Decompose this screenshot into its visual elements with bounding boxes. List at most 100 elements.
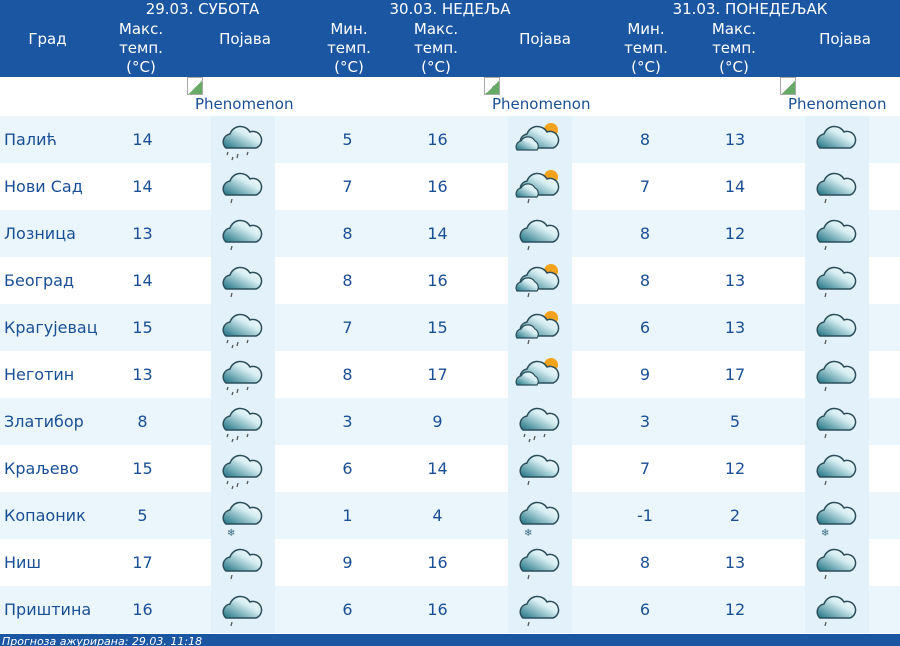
svg-text:❄: ❄: [524, 528, 532, 538]
cloud-icon: [805, 116, 869, 163]
table-row: Приштина 16 6 16 6 12: [0, 586, 900, 633]
d1max-temp: 14: [132, 177, 153, 196]
sun-cloud-drizzle-icon: [508, 257, 572, 304]
drizzle-icon: [805, 210, 869, 257]
city-name: Нови Сад: [4, 177, 83, 196]
d2min-temp: 1: [342, 506, 353, 525]
drizzle-icon: [805, 445, 869, 492]
d3-min-header: Мин. темп. (°C): [624, 20, 668, 76]
table-row: Лозница 13 8 14 8 12: [0, 210, 900, 257]
d2max-temp: 16: [427, 177, 448, 196]
table-row: Палић 14 5 16 8 13: [0, 116, 900, 163]
rain-icon: [211, 304, 275, 351]
d1-max-header: Макс. темп. (°C): [118, 20, 164, 76]
city-name: Неготин: [4, 365, 75, 384]
table-row: Неготин 13 8 17 9 17: [0, 351, 900, 398]
d1max-temp: 14: [132, 271, 153, 290]
d1max-temp: 13: [132, 224, 153, 243]
d2-phen-header: Појава: [519, 30, 571, 48]
phenomenon-image-2: Phenomenon: [484, 77, 591, 113]
table-row: Ниш 17 9 16 8 13: [0, 539, 900, 586]
d2min-temp: 8: [342, 271, 353, 290]
d2min-temp: 7: [342, 318, 353, 337]
d2-max-header: Макс. темп. (°C): [413, 20, 459, 76]
d2min-temp: 6: [342, 600, 353, 619]
d2max-temp: 9: [432, 412, 443, 431]
d2min-temp: 5: [342, 130, 353, 149]
drizzle-icon: [508, 539, 572, 586]
d3max-temp: 12: [724, 600, 746, 619]
rain-icon: [211, 445, 275, 492]
city-header: Град: [28, 30, 67, 48]
d3max-temp: 13: [724, 318, 746, 337]
d3max-temp: 14: [724, 177, 746, 196]
table-row: Београд 14 8 16 8 13: [0, 257, 900, 304]
d2max-temp: 4: [432, 506, 443, 525]
city-name: Лозница: [4, 224, 76, 243]
drizzle-icon: [805, 257, 869, 304]
d3min-temp: 6: [639, 600, 651, 619]
d3min-temp: 8: [639, 224, 651, 243]
d3min-temp: 8: [639, 271, 651, 290]
drizzle-icon: [805, 539, 869, 586]
day-1-title: 29.03. СУБОТА: [145, 0, 260, 18]
drizzle-icon: [805, 304, 869, 351]
footer-updated: Прогноза ажурирана: 29.03. 11:18: [0, 634, 900, 646]
phenomenon-alt: Phenomenon: [195, 95, 294, 113]
snow-icon: ❄: [211, 492, 275, 539]
rain-icon: [211, 116, 275, 163]
sun-cloud-icon: [508, 351, 572, 398]
d2max-temp: 16: [427, 553, 448, 572]
d2max-temp: 16: [427, 130, 448, 149]
d1max-temp: 5: [137, 506, 148, 525]
d3max-temp: 17: [724, 365, 746, 384]
d1max-temp: 15: [132, 459, 153, 478]
svg-text:❄: ❄: [227, 528, 235, 538]
table-row: Нови Сад 14 7 16 7 14: [0, 163, 900, 210]
d2min-temp: 8: [342, 365, 353, 384]
drizzle-icon: [211, 257, 275, 304]
d2min-temp: 3: [342, 412, 353, 431]
d3min-temp: 3: [639, 412, 651, 431]
d3min-temp: 8: [639, 553, 651, 572]
day-2-title: 30.03. НЕДЕЉА: [389, 0, 511, 18]
phenomenon-image-1: Phenomenon: [187, 77, 294, 113]
d3max-temp: 13: [724, 553, 746, 572]
rain-icon: [211, 351, 275, 398]
d2max-temp: 14: [427, 224, 448, 243]
drizzle-icon: [211, 163, 275, 210]
d3min-temp: 7: [639, 459, 651, 478]
table-row: Краљево 15 6 14 7 12: [0, 445, 900, 492]
d3max-temp: 2: [729, 506, 741, 525]
city-name: Копаоник: [4, 506, 86, 525]
d1max-temp: 17: [132, 553, 153, 572]
d1max-temp: 15: [132, 318, 153, 337]
d3min-temp: 7: [639, 177, 651, 196]
d2max-temp: 17: [427, 365, 448, 384]
day-3-title: 31.03. ПОНЕДЕЉАК: [672, 0, 828, 18]
snow-icon: ❄: [805, 492, 869, 539]
drizzle-icon: [211, 539, 275, 586]
d1max-temp: 16: [132, 600, 153, 619]
city-name: Приштина: [4, 600, 92, 619]
phenomenon-alt: Phenomenon: [492, 95, 591, 113]
d1max-temp: 8: [137, 412, 148, 431]
drizzle-icon: [211, 210, 275, 257]
d3-max-header: Макс. темп. (°C): [711, 20, 757, 76]
d2min-temp: 7: [342, 177, 353, 196]
d3min-temp: 9: [639, 365, 651, 384]
city-name: Београд: [4, 271, 75, 290]
broken-image-icon: [780, 77, 796, 95]
city-name: Крагујевац: [4, 318, 98, 337]
city-name: Златибор: [4, 412, 84, 431]
d3max-temp: 12: [724, 224, 746, 243]
svg-text:❄: ❄: [821, 528, 829, 538]
d3min-temp: 8: [639, 130, 651, 149]
sun-cloud-icon: [508, 116, 572, 163]
d1max-temp: 13: [132, 365, 153, 384]
d2max-temp: 16: [427, 600, 448, 619]
broken-image-icon: [187, 77, 203, 95]
table-header: 29.03. СУБОТА 30.03. НЕДЕЉА 31.03. ПОНЕД…: [0, 0, 900, 77]
d2min-temp: 9: [342, 553, 353, 572]
city-name: Ниш: [4, 553, 42, 572]
